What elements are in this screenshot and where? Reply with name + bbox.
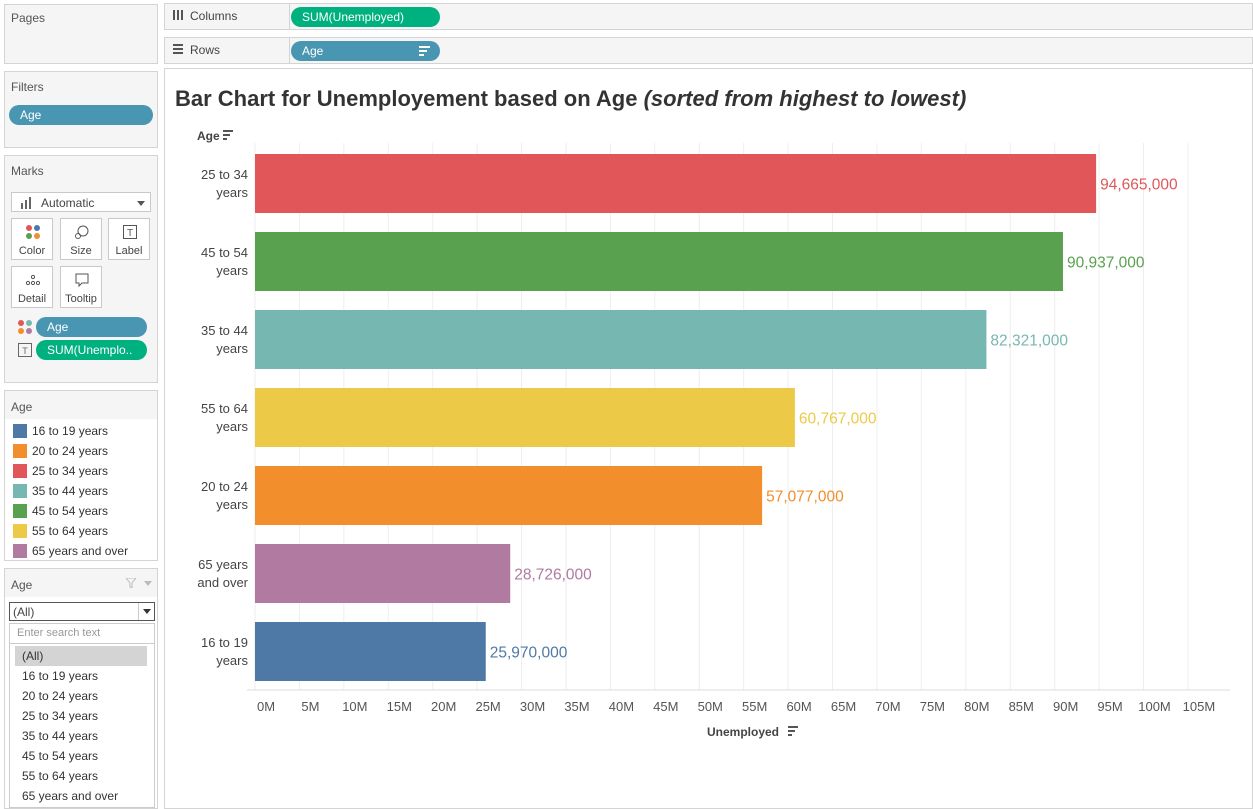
color-pill-age[interactable]: Age [36, 317, 147, 337]
legend-label: 25 to 34 years [32, 464, 109, 478]
columns-shelf-label: Columns [165, 4, 290, 29]
columns-icon [173, 10, 183, 20]
dropdown-toggle[interactable] [138, 603, 154, 620]
rows-shelf-label: Rows [165, 38, 290, 63]
color-icon [26, 225, 40, 239]
chart-area [164, 68, 1253, 809]
legend-swatch [13, 544, 27, 558]
text-label-icon: T [123, 225, 137, 239]
rows-icon [173, 44, 183, 54]
legend-label: 20 to 24 years [32, 444, 109, 458]
age-filter-list [9, 644, 155, 808]
mark-type-value: Automatic [41, 196, 95, 210]
pages-panel[interactable]: Pages [4, 4, 158, 64]
size-button-label: Size [70, 245, 92, 257]
age-filter-header: Age [5, 569, 157, 597]
rows-shelf[interactable]: Rows Age [164, 37, 1253, 64]
age-filter-option[interactable]: (All) [15, 646, 147, 666]
rows-pill-age[interactable]: Age [291, 41, 440, 61]
size-icon [75, 225, 89, 239]
legend-label: 45 to 54 years [32, 504, 109, 518]
legend-label: 55 to 64 years [32, 524, 109, 538]
age-filter-selected: (All) [13, 605, 35, 619]
svg-text:T: T [22, 346, 28, 356]
size-button[interactable]: Size [60, 218, 102, 260]
menu-caret-icon[interactable] [144, 581, 152, 586]
label-pill-sum-unemployed[interactable]: SUM(Unemplo.. [36, 340, 147, 360]
color-button[interactable]: Color [11, 218, 53, 260]
age-filter-option[interactable]: 35 to 44 years [22, 729, 99, 743]
bar-chart-icon [21, 197, 31, 209]
legend-label: 16 to 19 years [32, 424, 109, 438]
age-filter-option[interactable]: 20 to 24 years [22, 689, 99, 703]
color-legend-title: Age [11, 400, 33, 414]
legend-swatch [13, 424, 27, 438]
color-legend: Age 16 to 19 years 20 to 24 years 25 to 34… [4, 390, 158, 561]
tooltip-icon [75, 273, 89, 288]
detail-button-label: Detail [17, 293, 47, 305]
chevron-down-icon [143, 609, 151, 614]
detail-button[interactable]: Detail [11, 266, 53, 308]
age-filter-card: Age (All) Enter search text [4, 568, 158, 809]
chart-title-main: Bar Chart for Unemployement based on Age [175, 86, 638, 111]
detail-icon [25, 274, 41, 286]
text-label-icon: T [18, 343, 32, 357]
label-button-label: Label [115, 245, 143, 257]
age-filter-dropdown[interactable]: (All) [9, 602, 155, 621]
filters-panel[interactable]: Filters Age [4, 71, 158, 148]
chart-subtitle: (sorted from highest to lowest) [643, 86, 967, 111]
age-filter-option[interactable]: 65 years and over [22, 789, 119, 803]
marks-panel-title: Marks [11, 164, 44, 178]
rows-pill-label: Age [302, 44, 324, 58]
tooltip-button[interactable]: Tooltip [60, 266, 102, 308]
legend-swatch [13, 484, 27, 498]
age-filter-option[interactable]: 45 to 54 years [22, 749, 99, 763]
legend-swatch [13, 464, 27, 478]
marks-panel: Marks Automatic Color Size T Label Detai… [4, 155, 158, 383]
age-filter-option[interactable]: 16 to 19 years [22, 669, 99, 683]
legend-swatch [13, 444, 27, 458]
filter-pill-age[interactable]: Age [9, 105, 153, 125]
chart-title: Bar Chart for Unemployement based on Age… [175, 86, 966, 112]
color-button-label: Color [18, 245, 46, 257]
legend-label: 35 to 44 years [32, 484, 109, 498]
color-legend-header: Age [5, 391, 157, 419]
rows-label-text: Rows [190, 43, 221, 57]
age-filter-title: Age [11, 578, 33, 592]
sort-descending-icon[interactable] [419, 46, 430, 56]
filter-funnel-icon[interactable] [126, 578, 136, 588]
filters-panel-title: Filters [11, 80, 44, 94]
age-filter-search-input[interactable]: Enter search text [9, 623, 155, 644]
columns-shelf[interactable]: Columns SUM(Unemployed) [164, 3, 1253, 30]
age-filter-option[interactable]: 25 to 34 years [22, 709, 99, 723]
legend-swatch [13, 504, 27, 518]
color-dots-icon [18, 320, 32, 334]
label-button[interactable]: T Label [108, 218, 150, 260]
legend-label: 65 years and over [32, 544, 129, 558]
age-filter-option[interactable]: 55 to 64 years [22, 769, 99, 783]
pages-panel-title: Pages [11, 11, 46, 25]
columns-pill-sum-unemployed[interactable]: SUM(Unemployed) [291, 7, 440, 27]
mark-type-dropdown[interactable]: Automatic [11, 192, 151, 212]
legend-swatch [13, 524, 27, 538]
columns-label-text: Columns [190, 9, 238, 23]
tooltip-button-label: Tooltip [65, 293, 97, 305]
svg-text:T: T [127, 228, 133, 239]
chevron-down-icon [137, 201, 145, 206]
